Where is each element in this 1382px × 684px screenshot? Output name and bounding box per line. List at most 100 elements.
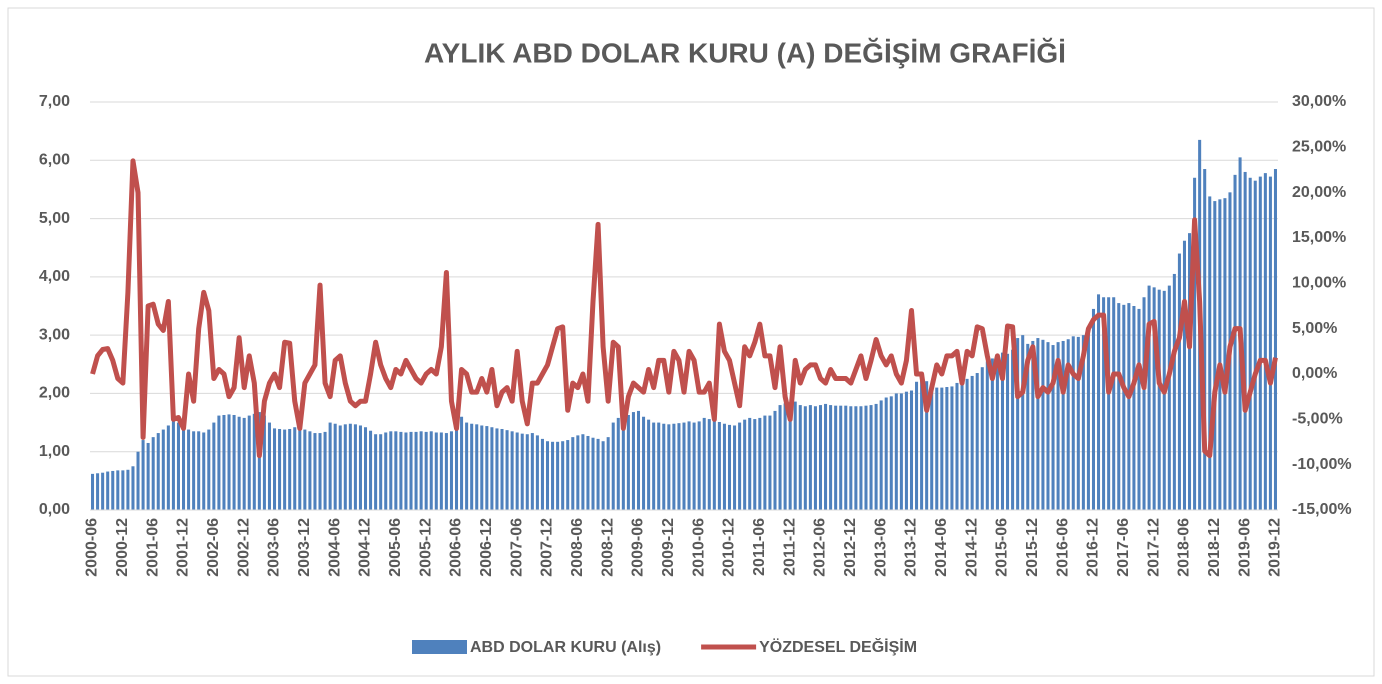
bar xyxy=(439,432,443,510)
bar xyxy=(288,428,292,510)
bar xyxy=(545,441,550,510)
bar xyxy=(136,451,140,510)
bar xyxy=(1203,169,1207,510)
bar xyxy=(935,387,939,510)
bar xyxy=(1011,349,1015,510)
bar xyxy=(1248,177,1252,510)
bar xyxy=(621,416,625,510)
y2-tick-label: -5,00% xyxy=(1292,411,1343,428)
bar xyxy=(161,429,165,510)
bar xyxy=(404,432,408,510)
legend-label: ABD DOLAR KURU (Alış) xyxy=(470,639,661,656)
x-tick-label: 2011-12 xyxy=(781,518,798,576)
bar xyxy=(182,425,186,510)
bar xyxy=(904,391,908,510)
y2-tick-label: 30,00% xyxy=(1292,93,1346,110)
bar xyxy=(738,422,742,510)
bar xyxy=(91,473,95,510)
x-tick-label: 2010-06 xyxy=(690,518,707,577)
bar xyxy=(176,422,180,510)
bar xyxy=(692,422,696,510)
bar xyxy=(879,400,883,510)
bar xyxy=(192,431,196,510)
bar xyxy=(561,441,565,510)
bar xyxy=(1167,285,1171,510)
x-tick-label: 2006-12 xyxy=(478,518,495,577)
bar xyxy=(515,432,519,510)
bar xyxy=(363,427,368,510)
legend-label: YÖZDESEL DEĞİŞİM xyxy=(759,637,917,656)
bar xyxy=(202,432,206,510)
bar xyxy=(449,431,453,510)
x-tick-label: 2007-06 xyxy=(508,518,525,577)
x-tick-label: 2014-06 xyxy=(933,518,950,577)
bar xyxy=(788,402,792,510)
y-tick-label: 6,00 xyxy=(39,152,70,169)
bar xyxy=(343,424,347,510)
bar xyxy=(672,423,676,510)
bar xyxy=(824,403,828,510)
x-tick-label: 2017-12 xyxy=(1145,518,1162,577)
bar xyxy=(1036,338,1040,510)
bar xyxy=(257,412,261,510)
x-tick-label: 2002-12 xyxy=(235,518,252,577)
bar xyxy=(460,416,464,510)
bar xyxy=(106,471,110,510)
bar xyxy=(864,405,868,510)
bar xyxy=(965,378,969,510)
bar xyxy=(1016,338,1020,510)
bar xyxy=(465,422,469,510)
bar xyxy=(662,423,666,510)
bar xyxy=(702,417,706,510)
bar xyxy=(1021,335,1025,510)
bar xyxy=(682,422,686,510)
bar xyxy=(237,416,241,510)
x-tick-label: 2008-12 xyxy=(599,518,616,577)
x-tick-label: 2015-12 xyxy=(1024,518,1041,577)
bar xyxy=(551,441,555,510)
bar xyxy=(930,384,934,510)
bar xyxy=(126,469,130,510)
bar xyxy=(505,430,509,510)
x-tick-label: 2013-06 xyxy=(872,518,889,577)
bar xyxy=(338,425,342,510)
bar xyxy=(1208,196,1212,510)
x-tick-label: 2009-06 xyxy=(630,518,647,577)
bar xyxy=(813,406,817,510)
y2-tick-label: 0,00% xyxy=(1292,365,1337,382)
bar xyxy=(768,415,772,510)
bar xyxy=(1031,340,1035,510)
bar xyxy=(753,419,757,510)
bar xyxy=(1006,353,1010,510)
bar xyxy=(798,405,802,510)
bar xyxy=(556,441,560,510)
bar xyxy=(1263,173,1267,510)
bar xyxy=(748,417,752,510)
bar xyxy=(854,406,858,510)
bar xyxy=(591,437,595,510)
bar xyxy=(222,414,226,510)
x-tick-label: 2007-12 xyxy=(539,518,556,577)
bar xyxy=(707,419,711,510)
bar xyxy=(273,428,277,510)
bar xyxy=(207,429,211,510)
bar xyxy=(480,425,484,510)
bar xyxy=(1152,287,1156,510)
bar xyxy=(1051,345,1055,510)
bar xyxy=(1117,303,1121,510)
bar xyxy=(1091,308,1095,510)
bar xyxy=(369,430,373,510)
bar xyxy=(1086,329,1090,510)
bar xyxy=(1127,303,1131,510)
bar xyxy=(1172,273,1176,510)
y2-tick-label: 5,00% xyxy=(1292,320,1337,337)
bar xyxy=(1243,171,1247,510)
bar xyxy=(859,406,863,510)
bar xyxy=(1132,306,1136,510)
x-tick-label: 2009-12 xyxy=(660,518,677,577)
bar xyxy=(141,440,145,510)
x-tick-label: 2016-06 xyxy=(1054,518,1071,577)
bar xyxy=(1258,176,1262,510)
bar xyxy=(510,431,514,510)
